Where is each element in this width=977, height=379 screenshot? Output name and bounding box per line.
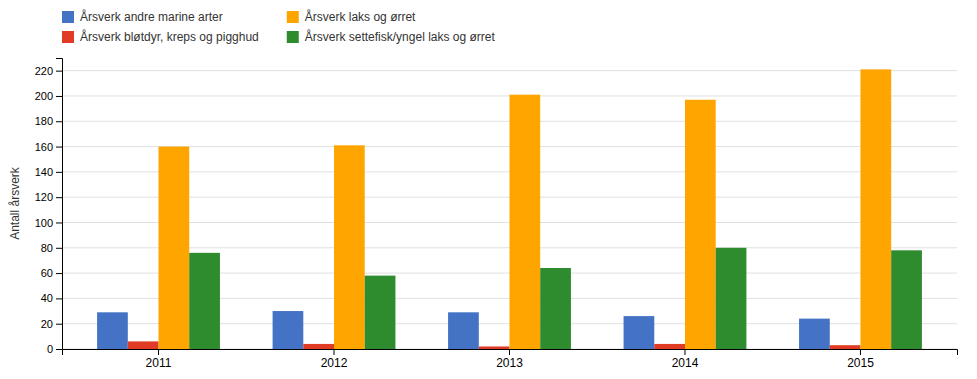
bar (334, 145, 365, 349)
bar (303, 344, 334, 349)
x-axis-line (63, 350, 958, 356)
legend-swatch (62, 31, 74, 43)
x-tick-mark (509, 349, 510, 355)
y-tick-mark (56, 96, 62, 97)
legend-item: Årsverk bløtdyr, kreps og pigghud (62, 29, 259, 44)
bar (273, 311, 304, 349)
x-axis: 2011 2012 2013 2014 2015 (63, 349, 958, 370)
bar (448, 312, 479, 349)
y-tick-mark (56, 273, 62, 274)
legend-swatch (287, 31, 299, 43)
y-axis: 0 20 40 60 80 100 120 140 160 180 200 220 (35, 59, 63, 356)
y-tick-mark (56, 222, 62, 223)
y-tick: 0 (47, 343, 62, 355)
legend-item: Årsverk andre marine arter (62, 9, 223, 24)
bar (624, 316, 655, 349)
bar (685, 100, 716, 349)
legend-label: Årsverk andre marine arter (80, 9, 223, 24)
x-tick-mark (860, 349, 861, 355)
y-tick: 160 (35, 141, 62, 153)
x-tick: 2011 (146, 349, 172, 370)
legend-label: Årsverk settefisk/yngel laks og ørret (305, 29, 496, 44)
bar-series (189, 248, 922, 349)
x-tick-mark (684, 349, 685, 355)
bar (891, 250, 922, 349)
x-tick-label: 2015 (847, 356, 874, 370)
y-tick-mark (56, 248, 62, 249)
y-tick-label: 80 (41, 242, 53, 254)
y-tick: 60 (41, 267, 62, 279)
legend-label: Årsverk laks og ørret (305, 9, 416, 24)
y-tick: 100 (35, 216, 62, 228)
legend-swatch (62, 11, 74, 23)
legend-item: Årsverk settefisk/yngel laks og ørret (287, 29, 496, 44)
bar (540, 268, 571, 349)
y-tick: 40 (41, 292, 62, 304)
y-tick: 20 (41, 318, 62, 330)
x-tick-label: 2014 (672, 356, 699, 370)
bar (860, 69, 891, 349)
y-tick-mark (56, 147, 62, 148)
y-tick-mark (56, 349, 62, 350)
y-tick-mark (56, 197, 62, 198)
bar-series (128, 341, 861, 349)
y-axis-line (56, 59, 63, 350)
bars (97, 69, 922, 349)
bar (716, 248, 747, 349)
legend-item: Årsverk laks og ørret (287, 9, 416, 24)
y-tick-label: 220 (35, 65, 53, 77)
y-tick-mark (56, 71, 62, 72)
bar-series (159, 69, 892, 349)
legend: Årsverk andre marine arter Årsverk bløtdy… (62, 9, 495, 44)
legend-swatch (287, 11, 299, 23)
x-tick-label: 2012 (321, 356, 348, 370)
bar (97, 312, 128, 349)
x-tick-label: 2013 (496, 356, 523, 370)
x-tick-mark (158, 349, 159, 355)
x-tick-mark (334, 349, 335, 355)
x-tick: 2014 (672, 349, 699, 370)
y-tick-label: 0 (47, 343, 53, 355)
bar (365, 276, 396, 349)
y-tick: 180 (35, 115, 62, 127)
y-tick-mark (56, 172, 62, 173)
x-tick: 2012 (321, 349, 348, 370)
y-tick: 140 (35, 166, 62, 178)
y-tick-label: 40 (41, 292, 53, 304)
y-tick-label: 60 (41, 267, 53, 279)
x-tick-label: 2011 (146, 356, 172, 370)
x-tick: 2013 (496, 349, 523, 370)
y-tick: 80 (41, 242, 62, 254)
legend-label: Årsverk bløtdyr, kreps og pigghud (80, 29, 259, 44)
y-tick: 200 (35, 90, 62, 102)
bar (159, 147, 190, 349)
y-axis-label: Antall årsverk (8, 166, 22, 240)
bar (799, 319, 830, 349)
bar (128, 341, 159, 349)
bar (510, 95, 541, 349)
y-tick-label: 100 (35, 216, 53, 228)
grid-line (62, 70, 957, 71)
y-tick-label: 20 (41, 318, 53, 330)
y-tick-label: 140 (35, 166, 53, 178)
y-tick-label: 160 (35, 141, 53, 153)
y-tick-label: 200 (35, 90, 53, 102)
plot: 2011 2012 2013 2014 2015 0 20 40 60 80 100 120 140 16… (35, 59, 958, 370)
y-tick-label: 120 (35, 191, 53, 203)
y-tick-mark (56, 298, 62, 299)
y-tick-label: 180 (35, 115, 53, 127)
bar (830, 345, 861, 349)
y-tick-mark (56, 324, 62, 325)
y-tick: 120 (35, 191, 62, 203)
bar (189, 253, 220, 349)
chart: 2011 2012 2013 2014 2015 0 20 40 60 80 100 120 140 16… (0, 0, 977, 379)
x-tick: 2015 (847, 349, 874, 370)
bar (654, 344, 685, 349)
bar (479, 346, 510, 349)
y-tick-mark (56, 121, 62, 122)
y-tick: 220 (35, 65, 62, 77)
grid (62, 71, 957, 349)
